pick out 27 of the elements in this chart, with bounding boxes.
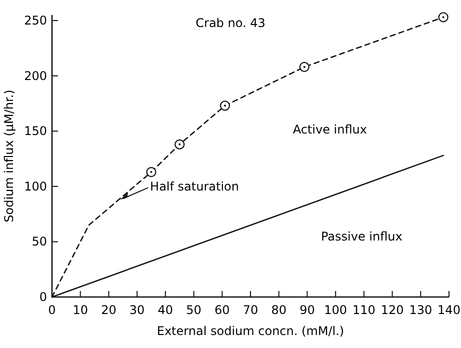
x-tick-label: 0 <box>48 303 56 317</box>
x-tick-label: 100 <box>324 303 348 317</box>
x-tick-label: 90 <box>300 303 315 317</box>
chart-title: Crab no. 43 <box>196 16 266 30</box>
annotation: Active influx <box>292 122 367 136</box>
x-tick-label: 10 <box>72 303 88 317</box>
y-tick-label: 100 <box>24 179 47 194</box>
annotation: Half saturation <box>150 180 240 194</box>
x-tick-label: 120 <box>380 303 404 317</box>
y-tick-label: 250 <box>24 14 47 28</box>
x-tick-label: 140 <box>438 303 460 317</box>
x-tick-label: 60 <box>214 303 230 317</box>
annotation: Passive influx <box>320 230 402 244</box>
y-tick-label: 0 <box>39 290 47 304</box>
y-tick-label: 200 <box>24 68 47 83</box>
x-axis-title: External sodium concn. (mM/l.) <box>156 324 344 338</box>
x-tick-label: 40 <box>158 303 174 317</box>
y-tick-label: 50 <box>32 234 47 249</box>
x-tick-label: 50 <box>186 303 202 317</box>
x-tick-label: 20 <box>101 303 116 317</box>
x-tick-label: 110 <box>352 303 376 317</box>
x-tick-label: 70 <box>242 303 258 317</box>
x-tick-label: 130 <box>409 303 432 317</box>
x-tick-label: 30 <box>129 303 145 317</box>
y-tick-label: 150 <box>24 124 47 138</box>
x-tick-label: 80 <box>271 303 286 317</box>
y-axis-title: Sodium influx (μM/hr.) <box>2 90 16 222</box>
